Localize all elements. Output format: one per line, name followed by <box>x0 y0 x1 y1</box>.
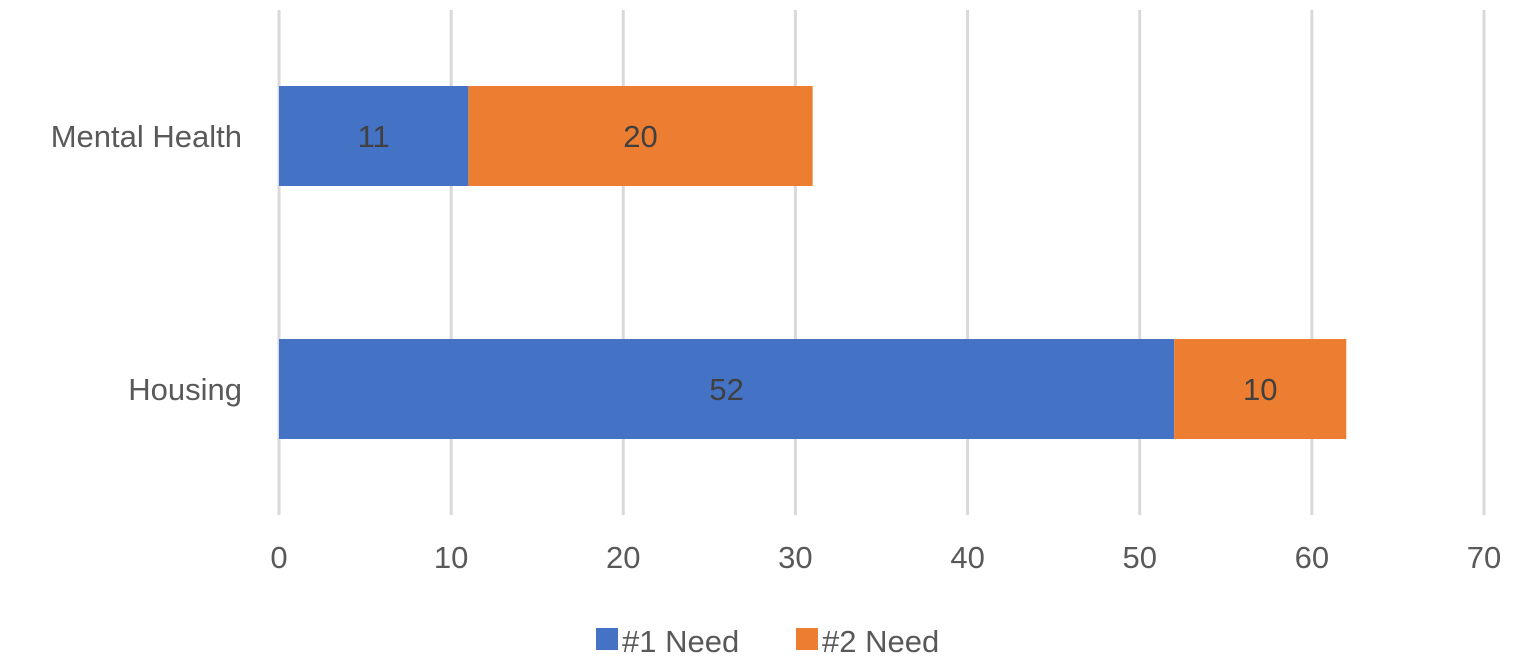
x-axis-tick-labels: 0 10 20 30 40 50 60 70 <box>270 540 1501 575</box>
x-tick-label: 70 <box>1467 540 1501 575</box>
bars <box>279 86 1347 439</box>
category-label: Mental Health <box>51 119 242 154</box>
data-label: 20 <box>623 119 657 154</box>
bar-housing-series-2 <box>1174 339 1347 439</box>
x-tick-label: 50 <box>1122 540 1156 575</box>
data-label: 10 <box>1243 372 1277 407</box>
data-label: 11 <box>358 119 390 154</box>
legend-swatch <box>796 628 818 650</box>
x-tick-label: 60 <box>1295 540 1329 575</box>
bar-mental-health-series-1 <box>279 86 469 186</box>
legend-swatch <box>596 628 618 650</box>
x-tick-label: 10 <box>434 540 468 575</box>
legend: #1 Need #2 Need <box>596 624 939 659</box>
legend-label: #1 Need <box>622 624 739 659</box>
y-axis-category-labels: Mental Health Housing <box>51 119 242 407</box>
bar-housing-series-1 <box>279 339 1175 439</box>
data-label: 52 <box>709 372 743 407</box>
data-labels: 11 20 52 10 <box>358 119 1278 407</box>
x-tick-label: 40 <box>950 540 984 575</box>
x-tick-label: 0 <box>270 540 287 575</box>
bar-mental-health-series-2 <box>468 86 813 186</box>
category-label: Housing <box>128 372 242 407</box>
legend-label: #2 Need <box>822 624 939 659</box>
x-tick-label: 30 <box>778 540 812 575</box>
gridlines <box>277 10 1486 515</box>
x-tick-label: 20 <box>606 540 640 575</box>
